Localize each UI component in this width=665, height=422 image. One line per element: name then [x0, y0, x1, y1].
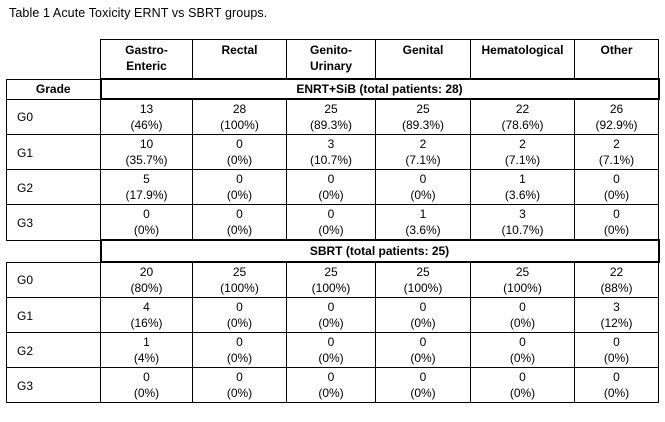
value-cell: 0 (0%): [286, 297, 376, 333]
value-cell: 25 (100%): [192, 261, 287, 298]
value-cell: 0 (0%): [574, 204, 659, 241]
value-cell: 4 (16%): [100, 297, 193, 333]
table-row: G1 10 (35.7%) 0 (0%) 3 (10.7%) 2 (7.1%) 2 (7.…: [6, 134, 659, 170]
group-spacer-cell: [6, 240, 101, 262]
group-title-enrt: ENRT+SiB (total patients: 28): [99, 78, 660, 100]
value-cell: 0 (0%): [100, 367, 193, 403]
value-cell: 26 (92.9%): [574, 98, 659, 135]
table-row: G2 1 (4%) 0 (0%) 0 (0%) 0 (0%) 0 (0%) 0 (0%): [6, 332, 659, 368]
value-cell: 2 (7.1%): [375, 134, 471, 170]
value-cell: 10 (35.7%): [100, 134, 193, 170]
value-cell: 0 (0%): [375, 367, 471, 403]
grade-cell: G2: [6, 169, 101, 205]
value-cell: 2 (7.1%): [470, 134, 575, 170]
value-cell: 0 (0%): [286, 367, 376, 403]
value-cell: 1 (3.6%): [470, 169, 575, 205]
value-cell: 25 (100%): [375, 261, 471, 298]
value-cell: 0 (0%): [192, 169, 287, 205]
grade-cell: G1: [6, 297, 101, 333]
value-cell: 0 (0%): [375, 169, 471, 205]
col-header-gastro-enteric: Gastro- Enteric: [100, 39, 193, 80]
value-cell: 22 (78.6%): [470, 98, 575, 135]
value-cell: 0 (0%): [192, 134, 287, 170]
grade-cell: G3: [6, 204, 101, 241]
value-cell: 0 (0%): [286, 332, 376, 368]
value-cell: 5 (17.9%): [100, 169, 193, 205]
value-cell: 3 (10.7%): [470, 204, 575, 241]
grade-cell: G0: [6, 261, 101, 298]
value-cell: 25 (100%): [286, 261, 376, 298]
group-header-row: Grade ENRT+SiB (total patients: 28): [6, 78, 660, 100]
value-cell: 0 (0%): [375, 332, 471, 368]
toxicity-table: Gastro- Enteric Rectal Genito- Urinary Gen…: [6, 39, 660, 403]
grade-cell: G2: [6, 332, 101, 368]
value-cell: 0 (0%): [192, 297, 287, 333]
value-cell: 22 (88%): [574, 261, 659, 298]
value-cell: 20 (80%): [100, 261, 193, 298]
value-cell: 0 (0%): [100, 204, 193, 241]
value-cell: 0 (0%): [470, 297, 575, 333]
column-header-row: Gastro- Enteric Rectal Genito- Urinary Gen…: [6, 39, 659, 80]
value-cell: 0 (0%): [286, 169, 376, 205]
table-row: G1 4 (16%) 0 (0%) 0 (0%) 0 (0%) 0 (0%) 3 (12%): [6, 297, 659, 333]
value-cell: 3 (10.7%): [286, 134, 376, 170]
group-title-sbrt: SBRT (total patients: 25): [99, 239, 660, 263]
col-header-hematological: Hematological: [470, 39, 575, 80]
value-cell: 25 (100%): [470, 261, 575, 298]
group-header-row: SBRT (total patients: 25): [6, 239, 660, 263]
table-row: G0 20 (80%) 25 (100%) 25 (100%) 25 (100%) 25…: [6, 261, 659, 298]
value-cell: 0 (0%): [574, 367, 659, 403]
value-cell: 0 (0%): [470, 332, 575, 368]
value-cell: 0 (0%): [192, 332, 287, 368]
value-cell: 1 (3.6%): [375, 204, 471, 241]
col-header-genital: Genital: [375, 39, 471, 80]
value-cell: 0 (0%): [286, 204, 376, 241]
value-cell: 0 (0%): [574, 169, 659, 205]
value-cell: 0 (0%): [574, 332, 659, 368]
value-cell: 0 (0%): [375, 297, 471, 333]
table-row: G3 0 (0%) 0 (0%) 0 (0%) 0 (0%) 0 (0%) 0 (0%): [6, 367, 659, 403]
grade-header: Grade: [6, 78, 101, 100]
value-cell: 25 (89.3%): [375, 98, 471, 135]
col-header-other: Other: [574, 39, 659, 80]
table-caption: Table 1 Acute Toxicity ERNT vs SBRT grou…: [9, 6, 268, 20]
table-row: G3 0 (0%) 0 (0%) 0 (0%) 1 (3.6%) 3 (10.7%) 0(…: [6, 204, 659, 241]
value-cell: 0 (0%): [470, 367, 575, 403]
value-cell: 13 (46%): [100, 98, 193, 135]
value-cell: 0 (0%): [192, 367, 287, 403]
col-header-rectal: Rectal: [192, 39, 287, 80]
value-cell: 25 (89.3%): [286, 98, 376, 135]
grade-cell: G1: [6, 134, 101, 170]
value-cell: 1 (4%): [100, 332, 193, 368]
col-header-genito-urinary: Genito- Urinary: [286, 39, 376, 80]
value-cell: 28 (100%): [192, 98, 287, 135]
grade-cell: G3: [6, 367, 101, 403]
value-cell: 3 (12%): [574, 297, 659, 333]
table-row: G2 5 (17.9%) 0 (0%) 0 (0%) 0 (0%) 1 (3.6%) 0(…: [6, 169, 659, 205]
corner-cell: [6, 39, 101, 80]
value-cell: 0 (0%): [192, 204, 287, 241]
table-row: G0 13 (46%) 28 (100%) 25 (89.3%) 25 (89.3%) …: [6, 98, 659, 135]
grade-cell: G0: [6, 98, 101, 135]
value-cell: 2 (7.1%): [574, 134, 659, 170]
